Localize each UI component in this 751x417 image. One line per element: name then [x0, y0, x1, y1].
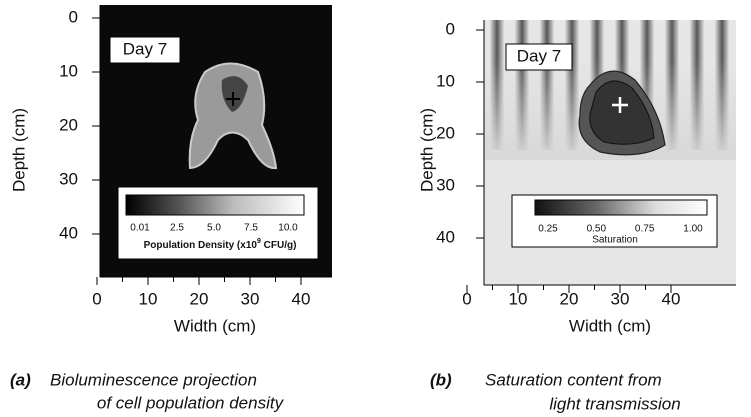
tag-box [505, 43, 573, 71]
y-tick-label: 10 [59, 61, 78, 80]
x-label: Width (cm) [569, 316, 651, 335]
caption: of cell population density [97, 393, 285, 412]
x-tick-label: 10 [139, 289, 158, 308]
colorbar-tick-label: 7.5 [244, 223, 258, 234]
x-label: Width (cm) [174, 316, 256, 335]
x-tick-label: 40 [292, 289, 311, 308]
caption-tag: (a) [10, 370, 31, 389]
x-tick-label: 20 [560, 289, 579, 308]
x-tick-label: 10 [509, 289, 528, 308]
y-tick-label: 40 [59, 223, 78, 242]
x-tick-label: 0 [462, 289, 471, 308]
y-tick-label: 20 [436, 123, 455, 142]
colorbar-tick-label: 2.5 [170, 223, 184, 234]
colorbar-title: Population Density (x10 [144, 240, 258, 251]
tag-box [109, 36, 181, 64]
colorbar-tick-label: 1.00 [683, 224, 703, 235]
y-tick-label: 0 [446, 19, 455, 38]
y-tick-label: 30 [436, 175, 455, 194]
crosshair [226, 92, 240, 106]
tag: Day 7 [123, 39, 167, 58]
contour-inner [589, 80, 655, 145]
colorbar-tick-label: 0.75 [635, 224, 655, 235]
x-tick-label: 30 [241, 289, 260, 308]
colorbar-tick-label: 0.01 [130, 223, 150, 234]
x-tick-label: 0 [92, 289, 101, 308]
colorbar [125, 194, 305, 216]
caption-tag: (b) [430, 370, 452, 389]
x-tick-label: 40 [662, 289, 681, 308]
y-tick-label: 0 [69, 7, 78, 26]
y-tick-label: 20 [59, 115, 78, 134]
colorbar-title: Saturation [592, 235, 638, 246]
x-tick-label: 30 [611, 289, 630, 308]
y-tick-label: 10 [436, 71, 455, 90]
colorbar-title: Population Density (x109 CFU/g) [144, 238, 297, 251]
colorbar-tick-label: 0.50 [587, 224, 607, 235]
blob-core [221, 76, 248, 112]
x-tick-label: 20 [190, 289, 209, 308]
tag: Day 7 [517, 46, 561, 65]
colorbar-title-end: CFU/g) [261, 240, 297, 251]
y-label: Depth (cm) [9, 108, 28, 192]
y-tick-label: 40 [436, 227, 455, 246]
crosshair [612, 97, 628, 113]
caption: Bioluminescence projection [50, 370, 257, 389]
y-label: Depth (cm) [417, 108, 436, 192]
blob [188, 62, 278, 170]
colorbar-tick-label: 5.0 [207, 223, 221, 234]
colorbar-tick-label: 10.0 [278, 223, 298, 234]
colorbar-tick-label: 0.25 [538, 224, 558, 235]
colorbar-title-sup: 9 [257, 238, 261, 245]
y-tick-label: 30 [59, 169, 78, 188]
caption: light transmission [549, 394, 680, 413]
caption: Saturation content from [485, 370, 662, 389]
colorbar [534, 199, 708, 216]
